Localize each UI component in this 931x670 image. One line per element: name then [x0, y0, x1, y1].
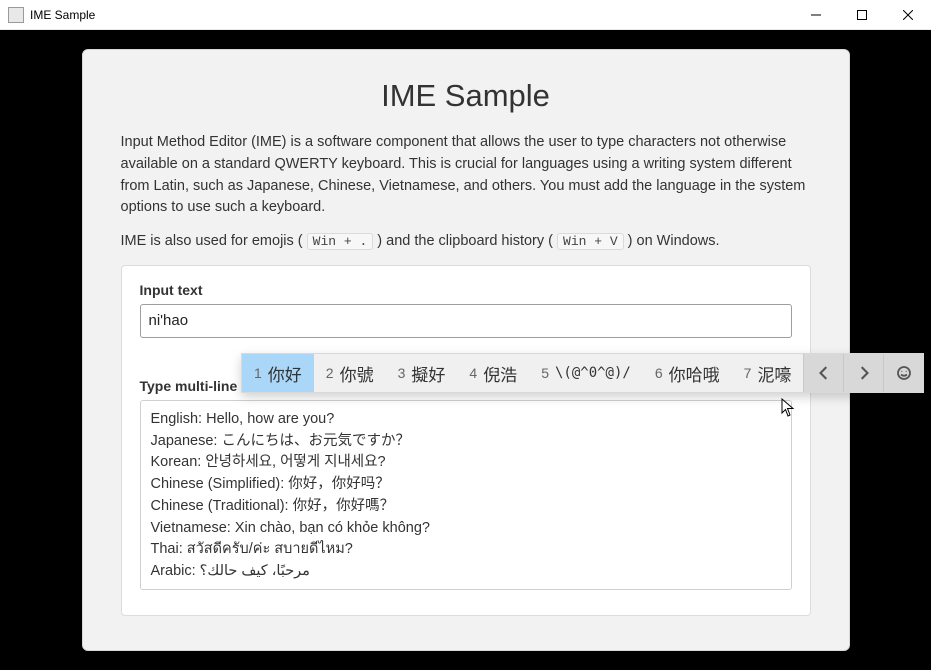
chevron-right-icon: [857, 366, 871, 380]
page-heading: IME Sample: [121, 78, 811, 114]
ime-candidate-index: 1: [254, 365, 262, 381]
ime-candidate-index: 4: [469, 365, 477, 381]
ime-next-button[interactable]: [843, 354, 883, 392]
app-icon: [8, 7, 24, 23]
minimize-button[interactable]: [793, 0, 839, 30]
shortcuts-text-pre: IME is also used for emojis (: [121, 233, 303, 249]
kbd-clipboard-shortcut: Win + V: [557, 233, 624, 250]
ime-candidate-text: 倪浩: [483, 361, 517, 386]
ime-candidate-text: 泥嚎: [757, 361, 791, 386]
input-panel: Input text Type multi-line text: [121, 265, 811, 616]
ime-candidate-text: 擬好: [411, 361, 445, 386]
ime-candidate-index: 5: [541, 365, 549, 381]
ime-candidate-6[interactable]: 6 你哈哦: [643, 354, 732, 392]
ime-candidate-index: 6: [655, 365, 663, 381]
window-titlebar: IME Sample: [0, 0, 931, 30]
ime-candidate-bar: 1 你好 2 你號 3 擬好 4 倪浩 5 \(@^0^@)/ 6 你哈哦 7 泥嚎: [241, 353, 924, 393]
multi-line-input[interactable]: [140, 400, 792, 590]
app-stage: IME Sample Input Method Editor (IME) is …: [0, 30, 931, 670]
ime-candidate-7[interactable]: 7 泥嚎: [732, 354, 804, 392]
chevron-left-icon: [817, 366, 831, 380]
ime-candidate-index: 3: [398, 365, 406, 381]
ime-candidate-text: 你號: [340, 361, 374, 386]
kbd-emoji-shortcut: Win + .: [307, 233, 374, 250]
ime-emoji-button[interactable]: [883, 354, 923, 392]
ime-candidate-index: 2: [326, 365, 334, 381]
single-line-label: Input text: [140, 282, 792, 298]
shortcuts-text-post: ) on Windows.: [628, 233, 720, 249]
ime-candidate-text: \(@^0^@)/: [555, 365, 631, 381]
ime-candidate-5[interactable]: 5 \(@^0^@)/: [529, 354, 643, 392]
ime-prev-button[interactable]: [803, 354, 843, 392]
emoji-icon: [897, 366, 911, 380]
shortcuts-paragraph: IME is also used for emojis ( Win + . ) …: [121, 231, 811, 253]
ime-candidate-4[interactable]: 4 倪浩: [457, 354, 529, 392]
intro-paragraph: Input Method Editor (IME) is a software …: [121, 132, 811, 219]
ime-candidate-text: 你哈哦: [669, 361, 720, 386]
ime-candidate-1[interactable]: 1 你好: [242, 354, 314, 392]
ime-candidate-index: 7: [744, 365, 752, 381]
ime-candidate-text: 你好: [268, 361, 302, 386]
window-title: IME Sample: [30, 8, 95, 22]
ime-candidate-3[interactable]: 3 擬好: [386, 354, 458, 392]
content-card: IME Sample Input Method Editor (IME) is …: [82, 49, 850, 651]
ime-candidate-2[interactable]: 2 你號: [314, 354, 386, 392]
close-button[interactable]: [885, 0, 931, 30]
single-line-input[interactable]: [140, 304, 792, 338]
maximize-button[interactable]: [839, 0, 885, 30]
shortcuts-text-mid: ) and the clipboard history (: [377, 233, 553, 249]
